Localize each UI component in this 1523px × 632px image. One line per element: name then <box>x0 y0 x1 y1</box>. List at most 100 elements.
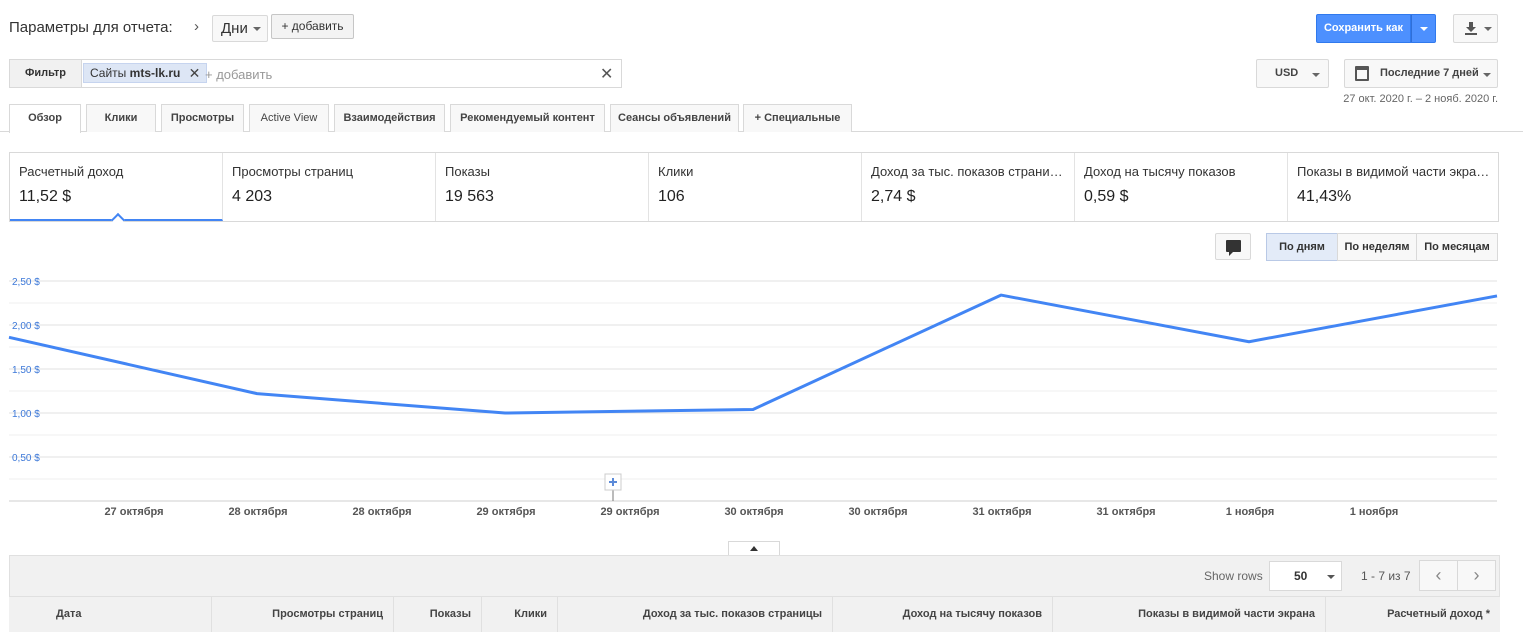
revenue-line-chart: 0,50 $ 1,00 $ 1,50 $ 2,00 $ 2,50 $ 27 октября… <box>8 277 1498 518</box>
column-header-viewability[interactable]: Показы в видимой части экрана <box>1053 597 1326 632</box>
series-line <box>8 293 1498 415</box>
scorecard-label: Показы в видимой части экра… <box>1297 164 1490 179</box>
filter-chip-value: mts-lk.ru <box>129 66 181 80</box>
prev-page-button[interactable]: ‹ <box>1419 560 1458 591</box>
scorecard-label: Доход на тысячу показов <box>1084 164 1236 179</box>
save-as-button[interactable]: Сохранить как <box>1316 14 1411 43</box>
scorecard-impression-rpm[interactable]: Доход на тысячу показов 0,59 $ <box>1075 153 1288 221</box>
x-tick-label: 30 октября <box>724 506 783 518</box>
tab-active-view[interactable]: Active View <box>249 104 329 132</box>
filter-add-input[interactable]: + добавить <box>205 67 273 82</box>
x-tick-label: 30 октября <box>848 506 907 518</box>
y-tick-label: 2,50 $ <box>12 277 40 288</box>
scorecard-value: 4 203 <box>232 188 273 205</box>
scorecard-page-rpm[interactable]: Доход за тыс. показов страни… 2,74 $ <box>862 153 1075 221</box>
report-params-label: Параметры для отчета: <box>9 19 173 36</box>
scorecard-viewability[interactable]: Показы в видимой части экра… 41,43% <box>1288 153 1498 221</box>
currency-value: USD <box>1275 67 1299 79</box>
y-tick-label: 1,50 $ <box>12 365 40 376</box>
y-tick-label: 2,00 $ <box>12 321 40 332</box>
tab-custom[interactable]: + Специальные <box>743 104 852 132</box>
clear-filter-icon[interactable]: ✕ <box>600 66 614 83</box>
tab-interactions[interactable]: Взаимодействия <box>334 104 445 132</box>
caret-down-icon <box>1312 73 1320 77</box>
y-tick-label: 0,50 $ <box>12 453 40 464</box>
column-header-date[interactable]: Дата <box>9 597 212 632</box>
x-tick-label: 29 октября <box>600 506 659 518</box>
download-icon <box>1465 22 1477 35</box>
tab-recommended-content[interactable]: Рекомендуемый контент <box>450 104 605 132</box>
date-range-select[interactable]: Последние 7 дней <box>1344 59 1498 88</box>
x-tick-label: 31 октября <box>1096 506 1155 518</box>
scorecard-value: 11,52 $ <box>19 188 72 205</box>
rows-per-page-select[interactable]: 50 <box>1269 561 1342 591</box>
caret-down-icon <box>1327 575 1335 579</box>
granularity-monthly-button[interactable]: По месяцам <box>1416 233 1498 261</box>
save-as-dropdown-button[interactable] <box>1411 14 1436 43</box>
column-header-page-views[interactable]: Просмотры страниц <box>212 597 394 632</box>
scorecard-value: 41,43% <box>1297 188 1352 205</box>
dimension-select[interactable]: Дни <box>212 15 268 42</box>
table-header: Дата Просмотры страниц Показы Клики Дохо… <box>9 596 1500 632</box>
scorecard-clicks[interactable]: Клики 106 <box>649 153 862 221</box>
tab-overview[interactable]: Обзор <box>9 104 81 133</box>
scorecard-value: 19 563 <box>445 188 494 205</box>
annotations-button[interactable] <box>1215 233 1251 260</box>
scorecard-value: 0,59 $ <box>1084 188 1129 205</box>
close-icon[interactable]: ✕ <box>188 65 201 81</box>
column-header-estimated-revenue[interactable]: Расчетный доход * <box>1387 608 1490 620</box>
caret-down-icon <box>1420 27 1428 31</box>
scorecard-value: 2,74 $ <box>871 188 916 205</box>
x-tick-label: 1 ноября <box>1350 506 1399 518</box>
caret-down-icon <box>253 27 261 31</box>
x-tick-label: 29 октября <box>476 506 535 518</box>
column-header-impressions[interactable]: Показы <box>394 597 482 632</box>
caret-up-icon <box>750 546 758 551</box>
add-dimension-button[interactable]: + добавить <box>271 14 354 39</box>
currency-select[interactable]: USD <box>1256 59 1329 88</box>
granularity-daily-button[interactable]: По дням <box>1266 233 1338 261</box>
caret-down-icon <box>1483 73 1491 77</box>
tab-clicks[interactable]: Клики <box>86 104 156 132</box>
y-tick-label: 1,00 $ <box>12 409 40 420</box>
filter-bar: Фильтр Сайты mts-lk.ru ✕ + добавить ✕ <box>9 59 622 88</box>
scorecard-value: 106 <box>658 188 685 205</box>
column-header-clicks[interactable]: Клики <box>482 597 558 632</box>
scorecards: Расчетный доход 11,52 $ Просмотры страни… <box>9 152 1499 228</box>
show-rows-label: Show rows <box>1204 569 1263 583</box>
x-tick-label: 1 ноября <box>1226 506 1275 518</box>
x-tick-label: 27 октября <box>104 506 163 518</box>
column-header-impression-rpm[interactable]: Доход на тысячу показов <box>833 597 1053 632</box>
column-header-page-rpm[interactable]: Доход за тыс. показов страницы <box>558 597 833 632</box>
x-tick-label: 28 октября <box>352 506 411 518</box>
comment-icon <box>1226 240 1241 256</box>
filter-chip[interactable]: Сайты mts-lk.ru ✕ <box>83 63 208 83</box>
x-tick-label: 31 октября <box>972 506 1031 518</box>
scorecard-label: Клики <box>658 164 694 179</box>
filter-chip-prefix: Сайты <box>90 66 127 80</box>
scorecard-label: Просмотры страниц <box>232 164 354 179</box>
next-page-button[interactable]: › <box>1457 560 1496 591</box>
date-range-text: 27 окт. 2020 г. – 2 нояб. 2020 г. <box>1343 93 1498 105</box>
tab-views[interactable]: Просмотры <box>161 104 244 132</box>
collapse-chart-button[interactable] <box>728 541 780 556</box>
x-tick-label: 28 октября <box>228 506 287 518</box>
scorecard-label: Доход за тыс. показов страни… <box>871 164 1063 179</box>
scorecard-estimated-revenue[interactable]: Расчетный доход 11,52 $ <box>10 153 223 221</box>
granularity-weekly-button[interactable]: По неделям <box>1337 233 1417 261</box>
scorecard-label: Показы <box>445 164 490 179</box>
filter-button[interactable]: Фильтр <box>10 60 82 87</box>
rows-per-page-value: 50 <box>1294 569 1308 583</box>
scorecard-impressions[interactable]: Показы 19 563 <box>436 153 649 221</box>
download-button[interactable] <box>1453 14 1498 43</box>
calendar-icon <box>1355 66 1369 81</box>
chevron-right-icon: › <box>194 18 199 35</box>
scorecard-page-views[interactable]: Просмотры страниц 4 203 <box>223 153 436 221</box>
scorecard-label: Расчетный доход <box>19 164 124 179</box>
tab-ad-sessions[interactable]: Сеансы объявлений <box>610 104 739 132</box>
pagination-info: 1 - 7 из 7 <box>1361 569 1411 583</box>
caret-down-icon <box>1484 27 1492 31</box>
dimension-value: Дни <box>221 20 248 37</box>
date-preset: Последние 7 дней <box>1380 67 1479 79</box>
plus-icon <box>609 478 617 486</box>
